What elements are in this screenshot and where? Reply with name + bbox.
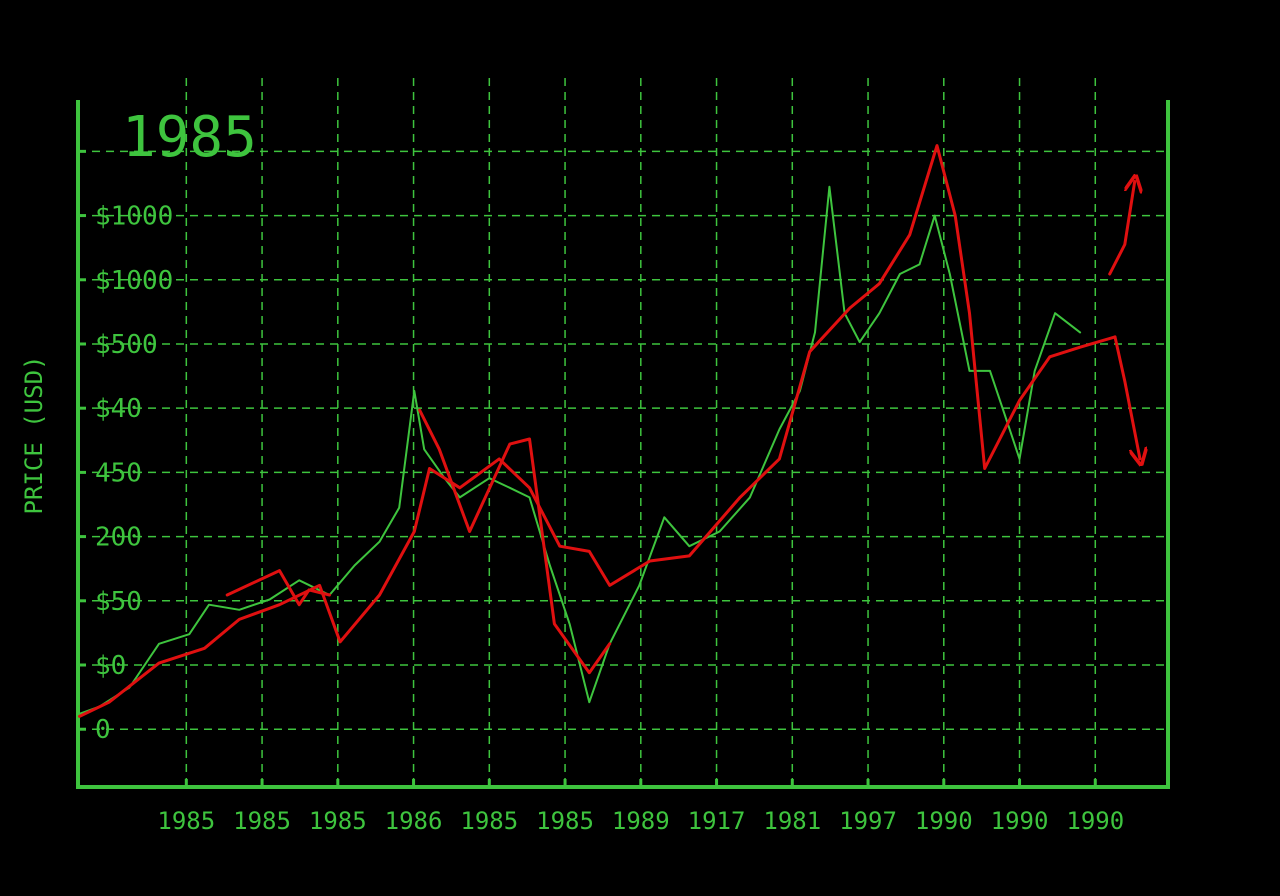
x-tick-label: 1985 — [157, 807, 215, 835]
y-tick-label: $1000 — [95, 202, 173, 232]
y-tick-label: $500 — [95, 330, 158, 360]
forecast-arrow — [1113, 335, 1140, 459]
chart-title: 1985 — [122, 105, 257, 170]
x-tick-label: 1985 — [536, 807, 594, 835]
x-tick-label: 1986 — [385, 807, 443, 835]
x-tick-label: 1989 — [612, 807, 670, 835]
price-line — [225, 408, 612, 675]
x-tick-label: 1985 — [460, 807, 518, 835]
x-tick-label: 1917 — [688, 807, 746, 835]
x-tick-label: 1990 — [991, 807, 1049, 835]
y-tick-label: 450 — [95, 458, 142, 488]
x-tick-label: 1985 — [233, 807, 291, 835]
y-tick-label: $0 — [95, 651, 126, 681]
y-tick-label: $50 — [95, 587, 142, 617]
y-axis-label: PRICE (USD) — [20, 356, 48, 515]
y-tick-label: 200 — [95, 523, 142, 553]
y-tick-label: 0 — [95, 715, 111, 745]
x-tick-label: 1997 — [839, 807, 897, 835]
x-tick-label: 1990 — [1066, 807, 1124, 835]
price-line — [78, 144, 1117, 718]
x-tick-label: 1985 — [309, 807, 367, 835]
forecast-arrow — [1108, 182, 1135, 276]
x-tick-label: 1981 — [763, 807, 821, 835]
x-tick-label: 1990 — [915, 807, 973, 835]
axis-frame — [76, 100, 1170, 789]
y-tick-label: $40 — [95, 394, 142, 424]
y-tick-label: $1000 — [95, 266, 173, 296]
